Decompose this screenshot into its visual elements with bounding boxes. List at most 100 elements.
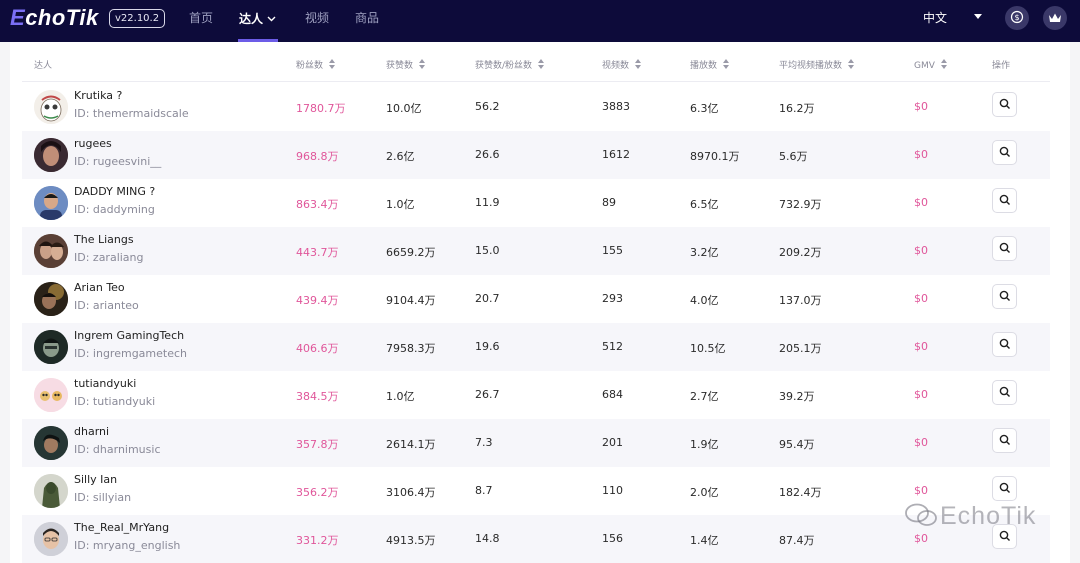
followers-cell: 439.4万 [296,294,339,307]
nav-creators-label: 达人 [239,12,264,26]
view-details-button[interactable] [992,380,1017,405]
sort-icon[interactable] [328,59,336,69]
vip-button[interactable] [1043,6,1067,30]
sort-icon[interactable] [418,59,426,69]
likes-cell: 2.6亿 [386,150,415,163]
creator-name[interactable]: rugees [74,137,112,150]
avatar[interactable] [34,378,68,412]
col-header-gmv-label: GMV [914,61,935,71]
view-details-button[interactable] [992,92,1017,117]
nav-videos[interactable]: 视频 [305,11,330,25]
table-row[interactable]: rugees ID: rugeesvini__ 968.8万 2.6亿 26.6… [22,131,1050,179]
creator-id: ID: zaraliang [74,251,144,264]
table-row[interactable]: Silly Ian ID: sillyian 356.2万 3106.4万 8.… [22,467,1050,515]
avatar[interactable] [34,330,68,364]
sort-icon[interactable] [634,59,642,69]
table-row[interactable]: The Liangs ID: zaraliang 443.7万 6659.2万 … [22,227,1050,275]
creator-name[interactable]: Krutika ? [74,89,123,102]
likes-ratio-cell: 20.7 [475,292,500,305]
view-details-button[interactable] [992,524,1017,549]
table-row[interactable]: The_Real_MrYang ID: mryang_english 331.2… [22,515,1050,563]
col-header-avg-plays[interactable]: 平均视频播放数 [779,54,855,78]
gmv-cell: $0 [914,196,928,209]
sort-icon[interactable] [537,59,545,69]
col-header-videos[interactable]: 视频数 [602,54,642,78]
col-header-videos-label: 视频数 [602,61,630,71]
followers-cell: 356.2万 [296,486,339,499]
gmv-cell: $0 [914,484,928,497]
table-row[interactable]: Arian Teo ID: arianteo 439.4万 9104.4万 20… [22,275,1050,323]
table-row[interactable]: DADDY MING ? ID: daddyming 863.4万 1.0亿 1… [22,179,1050,227]
avg-plays-cell: 95.4万 [779,438,815,451]
avg-plays-cell: 732.9万 [779,198,822,211]
gmv-cell: $0 [914,340,928,353]
likes-cell: 4913.5万 [386,534,436,547]
view-details-button[interactable] [992,476,1017,501]
likes-ratio-cell: 26.6 [475,148,500,161]
table-row[interactable]: dharni ID: dharnimusic 357.8万 2614.1万 7.… [22,419,1050,467]
nav-home[interactable]: 首页 [189,11,214,25]
col-header-plays[interactable]: 播放数 [690,54,730,78]
view-details-button[interactable] [992,140,1017,165]
followers-cell: 1780.7万 [296,102,346,115]
table-row[interactable]: Ingrem GamingTech ID: ingremgametech 406… [22,323,1050,371]
echotik-logo[interactable]: EchoTik [10,5,99,30]
search-icon [999,383,1011,402]
col-header-creator: 达人 [34,61,53,71]
view-details-button[interactable] [992,332,1017,357]
view-details-button[interactable] [992,188,1017,213]
currency-button[interactable]: $ [1005,6,1029,30]
caret-down-icon[interactable] [974,14,982,19]
creator-name[interactable]: Silly Ian [74,473,118,486]
creator-id: ID: dharnimusic [74,443,161,456]
avatar[interactable] [34,138,68,172]
avg-plays-cell: 205.1万 [779,342,822,355]
col-header-followers[interactable]: 粉丝数 [296,54,336,78]
avatar[interactable] [34,522,68,556]
sort-icon[interactable] [722,59,730,69]
creator-name[interactable]: DADDY MING ? [74,185,156,198]
creator-name[interactable]: The Liangs [74,233,134,246]
nav-creators[interactable]: 达人 [239,0,276,42]
creator-name[interactable]: The_Real_MrYang [74,521,170,534]
creator-name[interactable]: Ingrem GamingTech [74,329,185,342]
sort-icon[interactable] [847,59,855,69]
creator-name[interactable]: dharni [74,425,110,438]
col-header-gmv[interactable]: GMV [914,54,948,78]
sort-icon[interactable] [940,59,948,69]
search-icon [999,239,1011,258]
col-header-likes[interactable]: 获赞数 [386,54,426,78]
avatar[interactable] [34,186,68,220]
col-header-likes-ratio-label: 获赞数/粉丝数 [475,61,533,71]
view-details-button[interactable] [992,236,1017,261]
avatar[interactable] [34,90,68,124]
table-row[interactable]: tutiandyuki ID: tutiandyuki 384.5万 1.0亿 … [22,371,1050,419]
view-details-button[interactable] [992,428,1017,453]
creator-id: ID: daddyming [74,203,155,216]
avatar[interactable] [34,282,68,316]
wechat-icon [904,502,940,530]
videos-cell: 684 [602,388,623,401]
col-header-likes-ratio[interactable]: 获赞数/粉丝数 [475,54,545,78]
videos-cell: 201 [602,436,623,449]
videos-cell: 293 [602,292,623,305]
likes-cell: 10.0亿 [386,102,422,115]
gmv-cell: $0 [914,436,928,449]
creator-name[interactable]: Arian Teo [74,281,125,294]
avatar[interactable] [34,426,68,460]
avatar[interactable] [34,474,68,508]
nav-products[interactable]: 商品 [355,11,380,25]
table-row[interactable]: Krutika ? ID: themermaidscale 1780.7万 10… [22,83,1050,131]
avatar[interactable] [34,234,68,268]
creator-name[interactable]: tutiandyuki [74,377,137,390]
likes-cell: 1.0亿 [386,390,415,403]
creator-id: ID: tutiandyuki [74,395,156,408]
followers-cell: 443.7万 [296,246,339,259]
search-icon [999,431,1011,450]
videos-cell: 512 [602,340,623,353]
followers-cell: 406.6万 [296,342,339,355]
creator-id: ID: mryang_english [74,539,181,552]
likes-ratio-cell: 19.6 [475,340,500,353]
language-selector[interactable]: 中文 [923,11,948,25]
view-details-button[interactable] [992,284,1017,309]
